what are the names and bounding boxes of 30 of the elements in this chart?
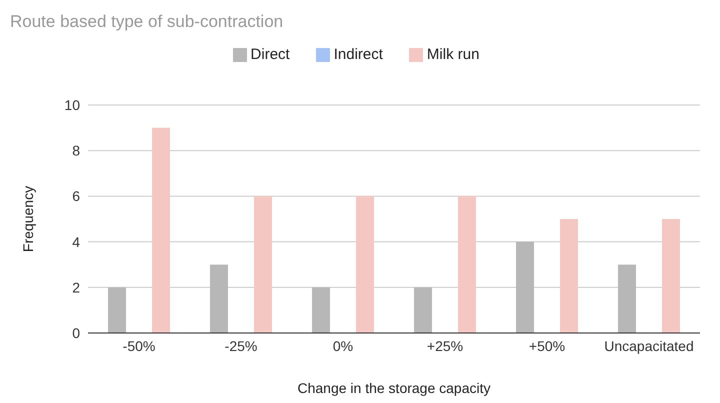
bar	[210, 264, 228, 333]
y-axis-title: Frequency	[20, 186, 36, 252]
bar	[458, 196, 476, 333]
bar	[108, 287, 126, 333]
bar	[414, 287, 432, 333]
bar	[618, 264, 636, 333]
bar	[254, 196, 272, 333]
bar	[516, 242, 534, 333]
y-tick-label: 8	[72, 142, 80, 159]
bar	[152, 128, 170, 333]
x-tick-label: +25%	[426, 338, 464, 354]
y-tick-label: 6	[72, 188, 80, 204]
legend-label: Indirect	[334, 46, 383, 63]
chart-title: Route based type of sub-contraction	[10, 12, 284, 32]
bar	[560, 219, 578, 333]
y-tick-label: 2	[72, 279, 80, 296]
y-tick-label: 4	[72, 234, 80, 250]
x-tick-label: -50%	[122, 338, 156, 354]
legend-label: Milk run	[426, 46, 480, 63]
x-tick-label: +50%	[528, 338, 566, 354]
x-axis-title: Change in the storage capacity	[297, 380, 491, 396]
legend-label: Direct	[250, 46, 290, 63]
bar	[356, 196, 374, 333]
x-tick-label: -25%	[224, 338, 258, 354]
bar	[312, 287, 330, 333]
bar	[662, 219, 680, 333]
y-tick-label: 10	[64, 96, 80, 113]
y-tick-label: 0	[72, 324, 80, 341]
x-tick-label: Uncapacitated	[604, 338, 694, 354]
x-tick-label: 0%	[332, 338, 354, 354]
